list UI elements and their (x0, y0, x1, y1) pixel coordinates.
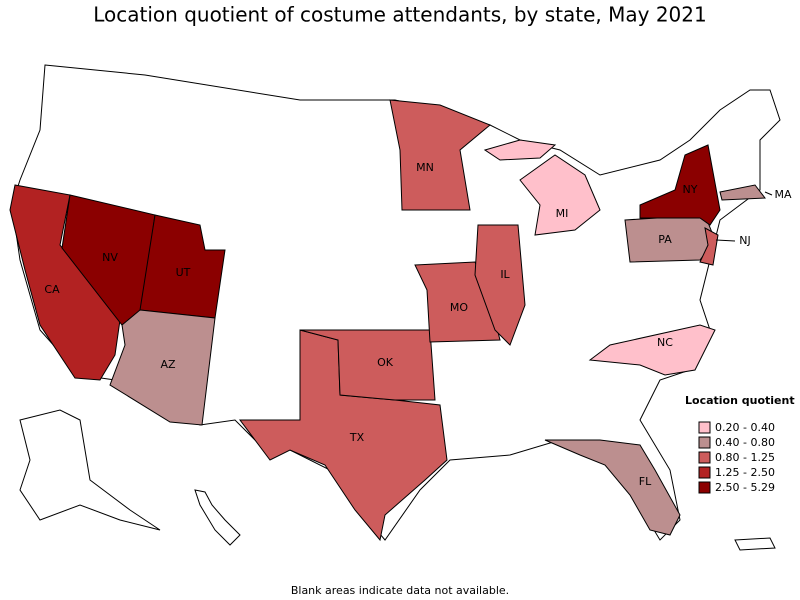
state (588, 324, 716, 376)
legend-swatch (698, 481, 711, 494)
state (483, 139, 557, 161)
state-label: AZ (160, 358, 176, 371)
legend-swatch (698, 436, 711, 449)
puerto-rico (734, 537, 776, 551)
state (109, 309, 216, 426)
state-label: CA (44, 283, 60, 296)
leader-line (764, 191, 773, 196)
state (9, 184, 121, 381)
state (699, 227, 719, 266)
leader-line (715, 239, 736, 242)
legend-label: 0.20 - 0.40 (715, 421, 775, 434)
hawaii (194, 489, 241, 546)
state-label: NY (683, 183, 698, 196)
state-label: UT (176, 266, 191, 279)
footnote: Blank areas indicate data not available. (291, 584, 509, 597)
state (519, 154, 601, 236)
map-title: Location quotient of costume attendants,… (93, 3, 706, 27)
legend-label: 2.50 - 5.29 (715, 481, 775, 494)
legend-label: 0.40 - 0.80 (715, 436, 775, 449)
legend-swatch (698, 466, 711, 479)
state-label: IL (500, 268, 510, 281)
legend-swatch (698, 451, 711, 464)
legend-title: Location quotient (685, 394, 795, 407)
state-label: OK (377, 356, 394, 369)
legend-label: 0.80 - 1.25 (715, 451, 775, 464)
state-label: NC (657, 336, 673, 349)
state (719, 184, 766, 201)
state-label: PA (658, 233, 672, 246)
state-label: NJ (739, 234, 750, 247)
state (474, 224, 526, 346)
state-label: FL (639, 475, 652, 488)
state-label: MO (450, 301, 468, 314)
state (389, 99, 491, 211)
state (639, 144, 721, 226)
legend-label: 1.25 - 2.50 (715, 466, 775, 479)
state-label: TX (349, 431, 365, 444)
state-label: NV (102, 251, 118, 264)
state-label: MN (416, 161, 434, 174)
legend-swatch (698, 421, 711, 434)
state-label: MA (774, 188, 791, 201)
alaska (19, 409, 161, 531)
state (544, 439, 681, 536)
state-label: MI (556, 207, 569, 220)
